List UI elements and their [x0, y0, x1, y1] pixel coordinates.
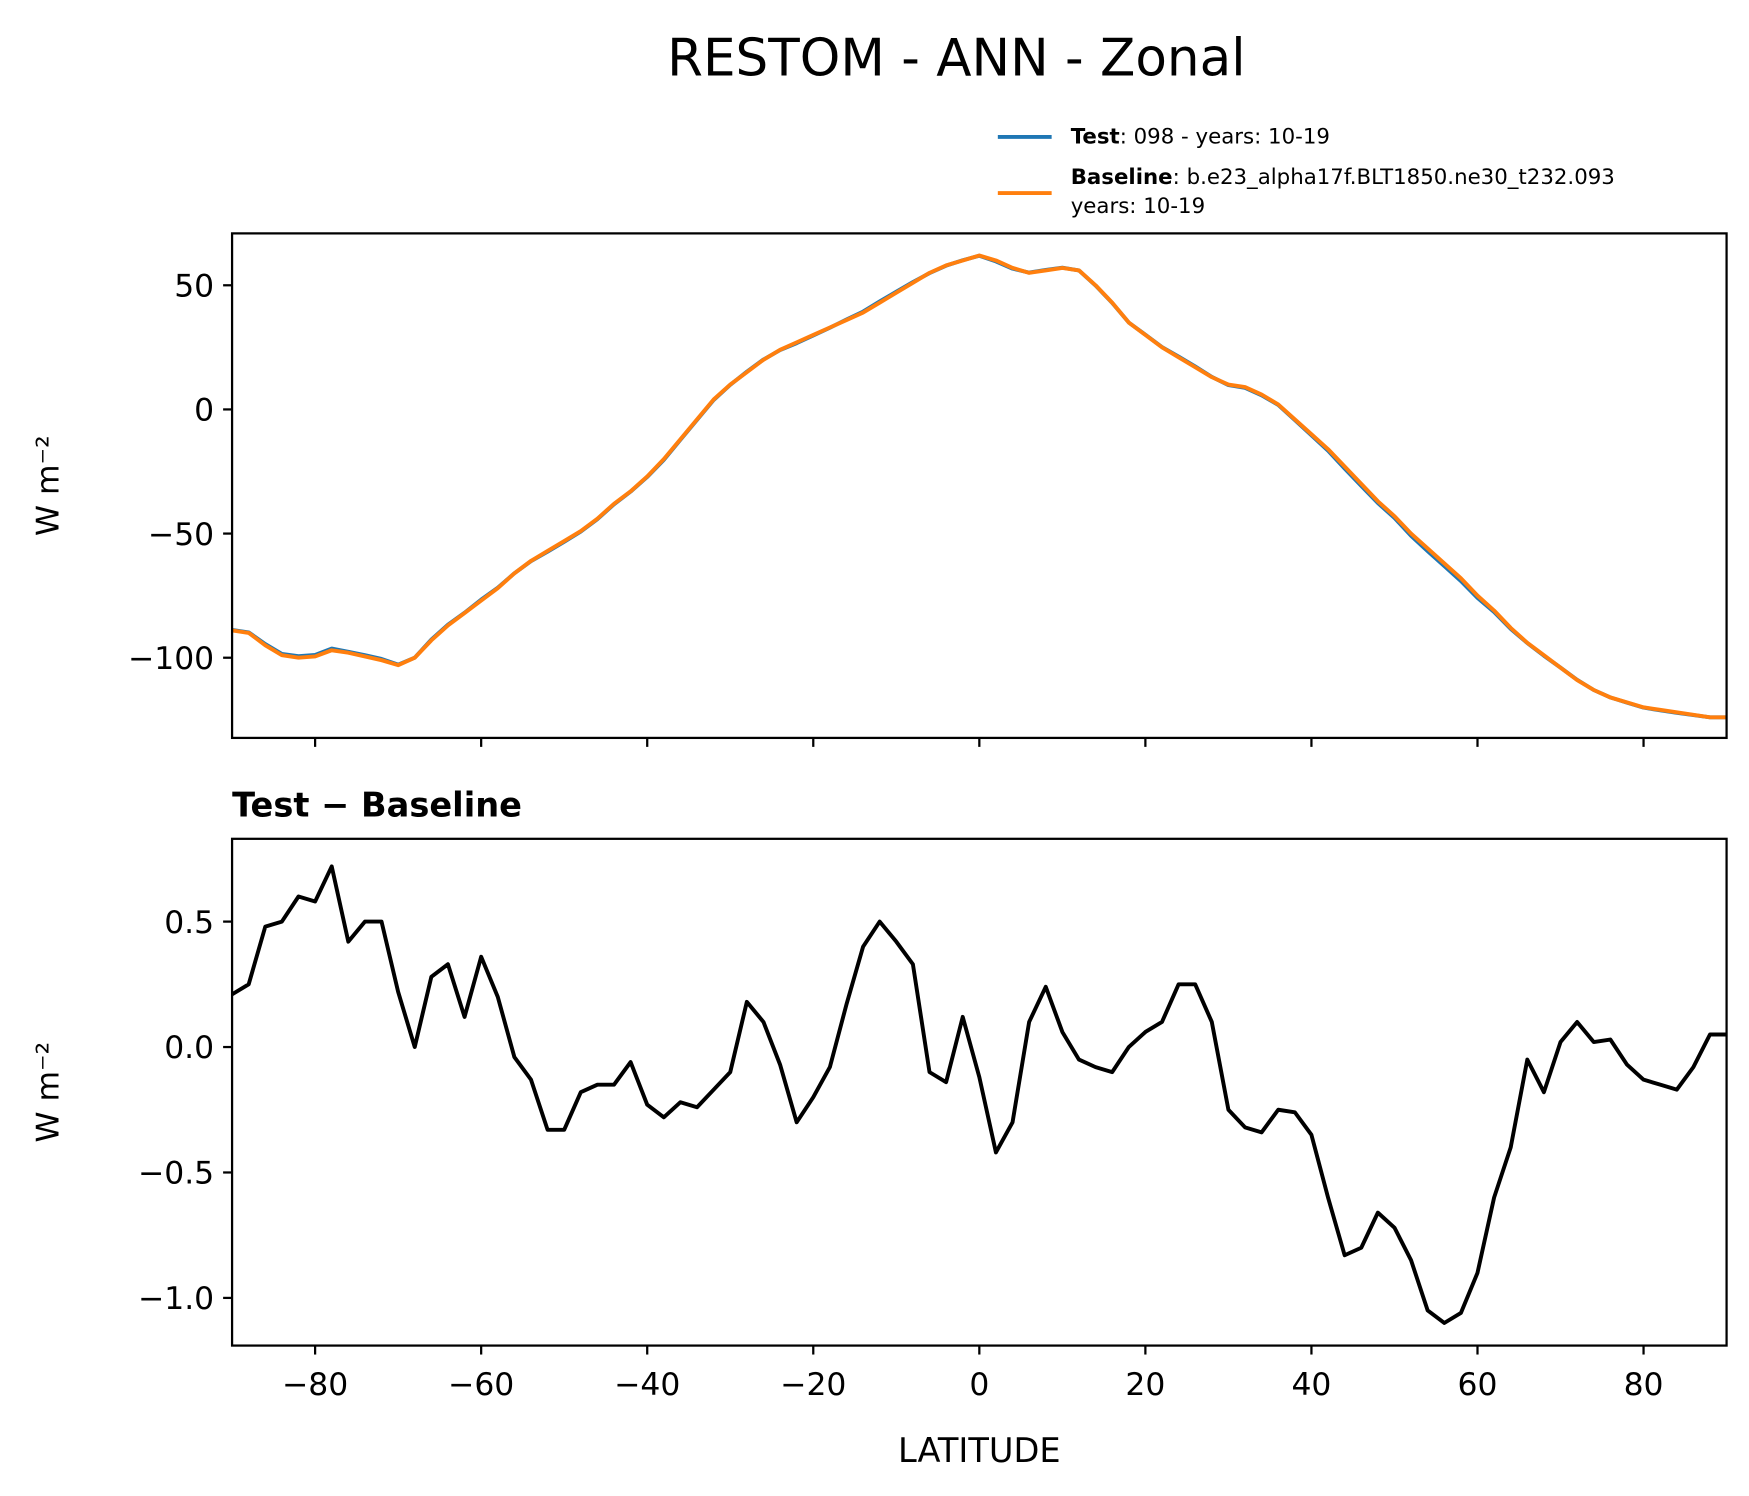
x-tick-label: 60: [1458, 1367, 1498, 1403]
legend-description: : 098 - years: 10-19: [1120, 125, 1330, 150]
x-tick-label: −20: [780, 1367, 846, 1403]
legend-name: Baseline: [1071, 165, 1173, 190]
data-line: [232, 864, 1727, 1325]
legend-entry: Test: 098 - years: 10-19: [1071, 125, 1330, 150]
chart-title: RESTOM - ANN - Zonal: [667, 28, 1245, 88]
y-tick-label: −50: [148, 517, 214, 553]
x-tick-label: −80: [282, 1367, 348, 1403]
plot-area: [232, 864, 1727, 1325]
legend-name: Test: [1071, 125, 1120, 150]
y-tick-label: 0: [194, 393, 214, 429]
y-tick-label: 0.5: [164, 905, 214, 941]
y-axis-label: W m⁻²: [30, 1042, 66, 1143]
y-tick-label: 50: [174, 268, 214, 304]
data-line: [232, 253, 1727, 720]
x-tick-label: 20: [1125, 1367, 1165, 1403]
y-axis-label: W m⁻²: [30, 435, 66, 536]
legend-entry: Baseline: b.e23_alpha17f.BLT1850.ne30_t2…: [1071, 165, 1615, 190]
y-tick-label: −100: [128, 641, 214, 677]
x-tick-label: 80: [1624, 1367, 1664, 1403]
legend-description-line: years: 10-19: [1071, 194, 1205, 219]
x-tick-label: −40: [614, 1367, 680, 1403]
x-tick-label: −60: [448, 1367, 514, 1403]
y-tick-label: −0.5: [138, 1156, 214, 1192]
x-tick-label: 0: [969, 1367, 989, 1403]
y-tick-label: −1.0: [138, 1281, 214, 1317]
x-axis-label: LATITUDE: [898, 1431, 1061, 1470]
legend-description: : b.e23_alpha17f.BLT1850.ne30_t232.093: [1173, 165, 1615, 190]
subplot-title: Test − Baseline: [232, 785, 522, 824]
x-tick-label: 40: [1291, 1367, 1331, 1403]
y-tick-label: 0.0: [164, 1030, 214, 1066]
plot-area: [232, 253, 1727, 720]
